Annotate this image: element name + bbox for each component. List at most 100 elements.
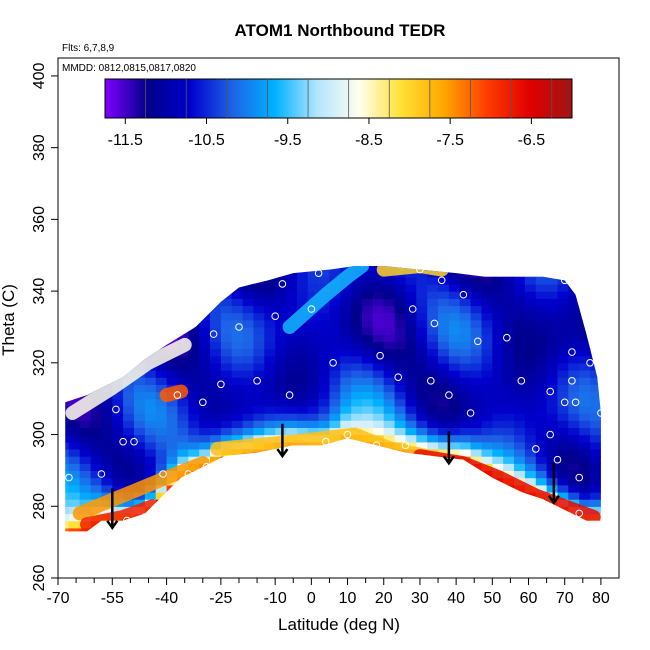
- field-cell: [242, 377, 255, 385]
- field-cell: [231, 312, 244, 321]
- field-cell: [144, 341, 157, 350]
- field-cell: [286, 470, 298, 479]
- field-cell: [275, 456, 287, 464]
- field-cell: [145, 535, 157, 543]
- field-cell: [362, 283, 374, 292]
- field-cell: [557, 269, 569, 278]
- field-cell: [340, 527, 352, 532]
- field-cell: [459, 334, 472, 342]
- field-cell: [329, 384, 341, 393]
- field-cell: [481, 506, 493, 515]
- field-cell: [166, 319, 179, 328]
- field-cell: [557, 398, 569, 407]
- colorbar-tick-label: -11.5: [108, 132, 143, 149]
- field-cell: [253, 362, 265, 371]
- sample-point: [184, 470, 193, 478]
- field-cell: [68, 334, 81, 342]
- field-cell: [112, 391, 124, 400]
- field-cell: [362, 491, 374, 500]
- field-cell: [503, 362, 515, 371]
- field-cell: [307, 327, 320, 335]
- field-cell: [524, 470, 537, 479]
- field-cell: [372, 448, 385, 457]
- field-cell: [65, 527, 70, 532]
- field-cell: [383, 327, 396, 335]
- field-cell: [524, 291, 537, 299]
- field-cell: [503, 527, 515, 532]
- colorbar-tick-label: -10.5: [188, 132, 225, 149]
- field-cell: [383, 283, 396, 292]
- field-cell: [166, 434, 179, 443]
- field-cell: [514, 276, 526, 285]
- field-cell: [590, 398, 601, 407]
- field-cell: [448, 463, 461, 471]
- field-cell: [79, 441, 92, 450]
- colorbar: -11.5 -10.5 -9.5 -8.5 -7.5 -6.5: [104, 78, 573, 149]
- field-cell: [112, 334, 124, 342]
- field-cell: [199, 305, 211, 314]
- field-cell: [405, 312, 417, 321]
- field-cell: [79, 319, 92, 328]
- field-cell: [188, 441, 200, 450]
- field-cell: [394, 312, 407, 321]
- field-cell: [167, 255, 179, 263]
- field-cell: [427, 377, 439, 385]
- x-tick-label: 60: [520, 590, 538, 607]
- field-cell: [318, 484, 331, 493]
- field-cell: [134, 334, 146, 342]
- field-cell: [166, 491, 179, 500]
- field-cell: [590, 484, 601, 493]
- field-cell: [590, 305, 601, 314]
- field-cell: [68, 520, 81, 529]
- contrast-band: [282, 266, 369, 334]
- field-cell: [427, 527, 439, 532]
- field-cell: [394, 427, 407, 436]
- field-cell: [362, 477, 374, 486]
- field-cell: [242, 506, 255, 515]
- field-cell: [470, 348, 483, 357]
- field-cell: [524, 405, 537, 414]
- field-cell: [416, 427, 428, 436]
- field-cell: [65, 283, 70, 292]
- field-cell: [253, 520, 265, 529]
- field-cell: [383, 298, 396, 307]
- field-cell: [220, 266, 233, 271]
- field-cell: [155, 283, 168, 292]
- field-cell: [600, 334, 601, 342]
- field-cell: [405, 391, 417, 400]
- field-cell: [535, 420, 548, 428]
- field-cell: [503, 377, 515, 385]
- field-cell: [503, 420, 515, 428]
- field-cell: [416, 291, 428, 299]
- field-cell: [600, 413, 601, 421]
- field-cell: [253, 283, 265, 292]
- field-cell: [166, 463, 179, 471]
- field-cell: [210, 405, 222, 414]
- field-cell: [79, 448, 92, 457]
- field-cell: [362, 520, 374, 529]
- x-tick-label: 50: [483, 590, 501, 607]
- field-cell: [65, 298, 70, 307]
- field-cell: [492, 513, 504, 522]
- field-cell: [427, 506, 439, 515]
- field-cell: [318, 405, 331, 414]
- field-cell: [351, 298, 363, 307]
- field-cell: [90, 276, 103, 285]
- field-cell: [351, 513, 363, 522]
- field-cell: [459, 413, 472, 421]
- field-cell: [318, 520, 331, 529]
- field-cell: [318, 348, 331, 357]
- field-cell: [546, 513, 559, 522]
- field-cell: [210, 370, 222, 378]
- field-cell: [199, 276, 211, 285]
- field-cell: [231, 276, 244, 285]
- field-cell: [318, 527, 331, 532]
- x-tick-label: 0: [307, 590, 316, 607]
- field-cell: [318, 305, 331, 314]
- field-cell: [394, 276, 407, 285]
- sample-point: [227, 283, 236, 292]
- field-cell: [514, 413, 526, 421]
- field-cell: [155, 427, 168, 436]
- colorbar-ticks: -11.5 -10.5 -9.5 -8.5 -7.5 -6.5: [108, 79, 553, 149]
- field-cell: [470, 520, 483, 529]
